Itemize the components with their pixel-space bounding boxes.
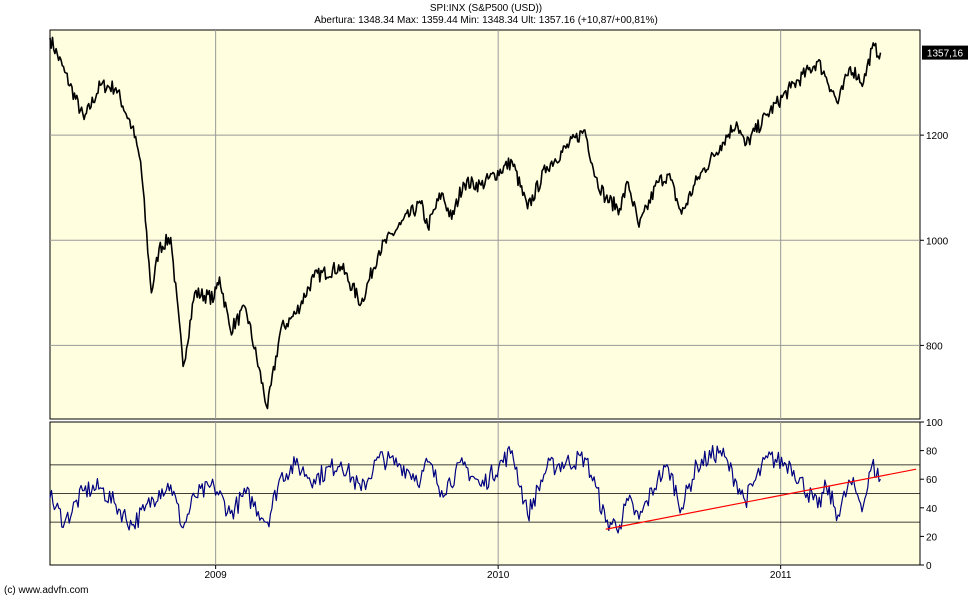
price-y-tick-label: 1000	[926, 236, 949, 247]
rsi-y-tick-label: 40	[926, 504, 938, 515]
rsi-y-tick-label: 60	[926, 475, 938, 486]
last-price-box	[922, 45, 968, 60]
x-tick-label: 2010	[487, 570, 510, 581]
rsi-y-tick-label: 0	[926, 561, 932, 572]
rsi-series-line	[49, 445, 882, 534]
rsi-y-tick-label: 80	[926, 447, 938, 458]
quote-summary: Abertura: 1348.34 Max: 1359.44 Min: 1348…	[314, 15, 658, 26]
rsi-trendline	[605, 468, 917, 530]
price-series-line	[49, 36, 882, 410]
rsi-y-tick-label: 20	[926, 532, 938, 543]
footer-credit: (c) www.advfn.com	[4, 585, 89, 596]
price-y-tick-label: 800	[926, 341, 943, 352]
x-tick-label: 2011	[770, 570, 792, 581]
last-price-label: 1357,16	[927, 49, 964, 60]
x-tick-label: 2009	[205, 570, 228, 581]
price-panel	[49, 29, 921, 420]
rsi-y-tick-label: 100	[926, 418, 943, 429]
price-y-tick-label: 1200	[926, 131, 949, 142]
chart-title: SPI:INX (S&P500 (USD))	[429, 3, 543, 14]
